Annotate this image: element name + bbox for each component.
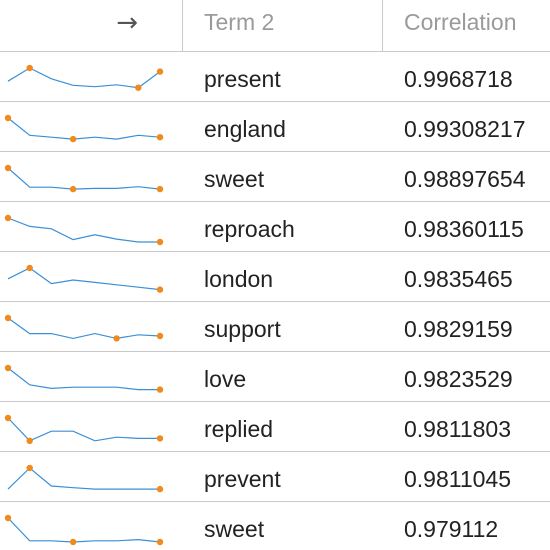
sparkline [4,314,164,342]
sparkline-point [156,538,164,546]
sort-column-header[interactable]: → [0,0,183,51]
sparkline-path [7,117,161,140]
correlation-cell: 0.9968718 [404,66,513,92]
sparkline-path [7,467,160,490]
sparkline-path [7,317,161,340]
correlation-cell: 0.99308217 [404,116,526,142]
table-row[interactable]: present 0.9968718 [0,52,550,102]
sparkline-point [156,238,164,246]
table-row[interactable]: love 0.9823529 [0,352,550,402]
table-body: present 0.9968718 england 0.99308217 sweet 0.… [0,52,550,550]
sparkline-point [113,335,120,342]
sparkline-path [7,167,161,190]
sparkline-point [4,414,12,422]
sparkline-point [4,314,12,322]
table-header: → Term 2 Correlation [0,0,550,52]
sparkline-point [4,514,12,522]
term-cell: support [204,316,281,342]
right-arrow-icon[interactable]: → [116,8,138,38]
sparkline [7,264,164,293]
sparkline [4,114,164,143]
table-row[interactable]: sweet 0.979112 [0,502,550,550]
term-column-label: Term 2 [204,9,275,35]
sparkline-point [156,386,164,393]
sparkline [4,414,164,444]
sparkline [4,214,164,246]
correlation-cell: 0.979112 [404,516,499,542]
table-row[interactable]: london 0.9835465 [0,252,550,302]
correlation-cell: 0.98360115 [404,216,524,242]
term-cell: england [204,116,286,142]
sparkline-point [135,84,142,91]
table-row[interactable]: sweet 0.98897654 [0,152,550,202]
term-cell: love [204,366,247,392]
term-cell: reproach [204,216,295,242]
sparkline-point [4,364,12,372]
sparkline-point [4,164,12,172]
correlation-column-label: Correlation [404,9,517,35]
table-row[interactable]: support 0.9829159 [0,302,550,352]
table-row[interactable]: reproach 0.98360115 [0,202,550,252]
sparkline [4,364,164,393]
sparkline-point [156,485,164,493]
term-cell: replied [204,416,274,442]
sparkline-point [69,135,77,143]
term-cell: prevent [204,466,281,492]
sparkline-point [26,264,33,272]
correlation-column-header[interactable]: Correlation [383,0,550,51]
sparkline-point [69,538,77,546]
table-row[interactable]: prevent 0.9811045 [0,452,550,502]
sparkline-point [156,68,164,75]
correlation-cell: 0.9811045 [404,466,512,492]
correlation-cell: 0.9835465 [404,266,513,292]
sparkline [7,464,164,493]
sparkline [7,64,164,91]
sparkline-path [7,417,160,442]
sparkline-point [26,64,33,72]
sparkline-point [156,435,164,442]
table-row[interactable]: england 0.99308217 [0,102,550,152]
sparkline-path [7,217,160,243]
sparkline-point [156,286,164,293]
sparkline-point [69,185,77,193]
term-cell: london [204,266,274,292]
sparkline-point [156,185,164,193]
sparkline-path [7,367,160,391]
table-row[interactable]: replied 0.9811803 [0,402,550,452]
sparkline-point [156,332,164,340]
sparkline-point [26,437,33,444]
term-cell: sweet [204,166,265,192]
correlation-cell: 0.9823529 [404,366,513,392]
sparkline-path [7,267,161,291]
sparkline [4,514,164,546]
sparkline-point [4,214,12,222]
term-cell: present [204,66,281,92]
correlation-cell: 0.9829159 [404,316,513,342]
sparkline-path [7,67,161,89]
sparkline-point [4,114,12,122]
correlation-cell: 0.9811803 [404,416,512,442]
sparkline [4,164,164,193]
sparkline-point [156,134,164,141]
term-column-header[interactable]: Term 2 [183,0,383,51]
correlation-cell: 0.98897654 [404,166,526,192]
sparkline-point [26,464,33,472]
sparkline-path [7,517,161,543]
term-cell: sweet [204,516,265,542]
